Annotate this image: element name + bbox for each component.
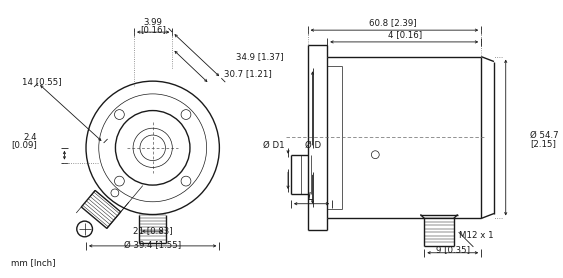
Text: Ø D1: Ø D1 <box>263 140 285 149</box>
Text: Ø 39.4 [1.55]: Ø 39.4 [1.55] <box>124 241 181 250</box>
Text: 34.9 [1.37]: 34.9 [1.37] <box>236 52 284 61</box>
Text: L: L <box>308 192 314 202</box>
Text: Ø D: Ø D <box>305 140 321 149</box>
Text: mm [Inch]: mm [Inch] <box>11 259 55 267</box>
Text: 3.99: 3.99 <box>143 18 162 27</box>
Text: 14 [0.55]: 14 [0.55] <box>22 77 61 86</box>
Text: Ø 54.7: Ø 54.7 <box>530 131 559 140</box>
Text: 30.7 [1.21]: 30.7 [1.21] <box>224 69 272 78</box>
Text: 9 [0.35]: 9 [0.35] <box>436 245 470 254</box>
Text: 4 [0.16]: 4 [0.16] <box>388 31 422 39</box>
Text: [0.16]: [0.16] <box>140 25 166 34</box>
Text: [2.15]: [2.15] <box>530 139 556 148</box>
Text: 2.4: 2.4 <box>23 133 37 142</box>
Text: 60.8 [2.39]: 60.8 [2.39] <box>369 18 417 27</box>
Text: 21 [0.83]: 21 [0.83] <box>133 226 172 235</box>
Text: M12 x 1: M12 x 1 <box>459 231 493 240</box>
Text: [0.09]: [0.09] <box>11 140 37 149</box>
